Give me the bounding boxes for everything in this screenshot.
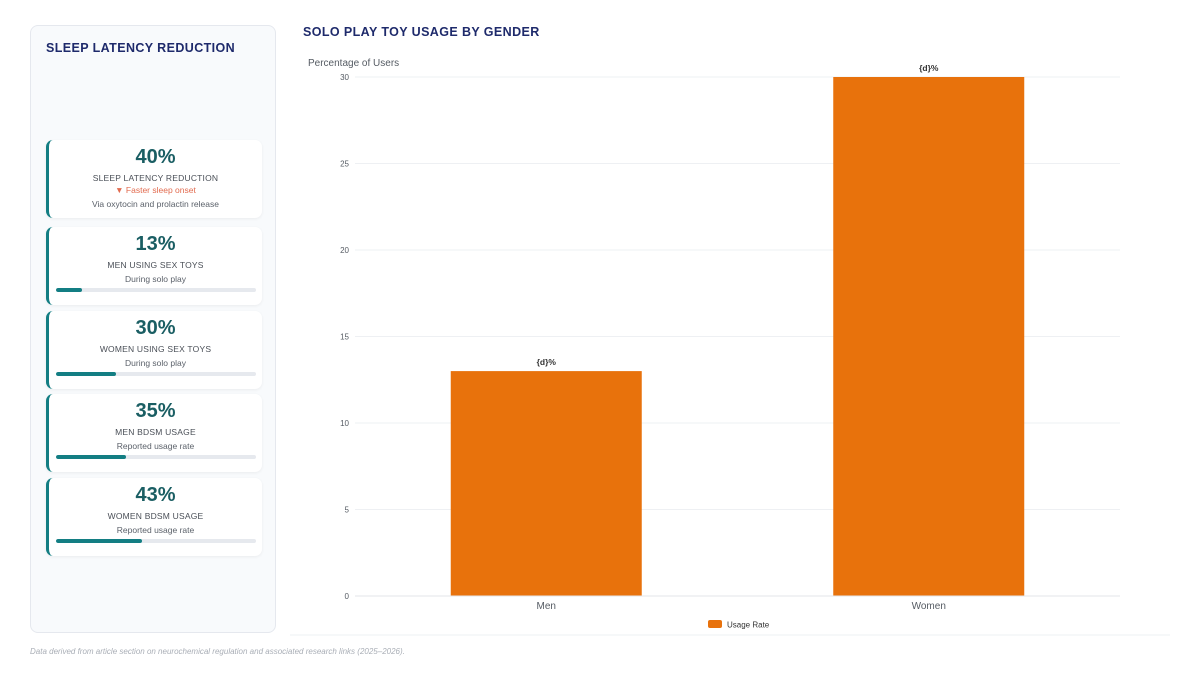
bar-women [833, 77, 1025, 596]
kpi-card-sleep-latency: 40% SLEEP LATENCY REDUCTION ▼ Faster sle… [46, 140, 262, 218]
kpi-card-men-toys: 13% MEN USING SEX TOYS During solo play [46, 227, 262, 305]
legend-label: Usage Rate [727, 621, 770, 630]
kpi-trend: ▼ Faster sleep onset [115, 185, 196, 195]
kpi-value: 40% [135, 146, 176, 168]
data-label: {d}% [919, 63, 939, 73]
kpi-value: 43% [135, 484, 176, 506]
chart-title: SOLO PLAY TOY USAGE BY GENDER [303, 25, 540, 39]
kpi-note: During solo play [125, 358, 186, 368]
legend-swatch [708, 620, 722, 628]
y-tick-label: 10 [340, 419, 349, 428]
y-tick-label: 0 [345, 592, 350, 601]
x-tick-label: Women [912, 601, 946, 612]
kpi-value: 30% [135, 317, 176, 339]
x-tick-label: Men [537, 601, 556, 612]
kpi-value: 35% [135, 400, 176, 422]
bar-chart: Percentage of Users 0 5 10 15 20 25 30 {d}% Men {d… [290, 58, 1170, 636]
sidebar: SLEEP LATENCY REDUCTION 40% SLEEP LATENC… [30, 25, 276, 633]
progress-bar [56, 539, 256, 543]
chart-area: Percentage of Users 0 5 10 15 20 25 30 {d}% Men {d… [290, 50, 1170, 640]
progress-fill [56, 372, 116, 376]
y-tick-label: 15 [340, 333, 349, 342]
kpi-note: Reported usage rate [116, 525, 195, 535]
kpi-value: 13% [135, 233, 176, 255]
y-axis-title: Percentage of Users [308, 58, 399, 69]
bar-men [450, 371, 642, 596]
kpi-label: SLEEP LATENCY REDUCTION [92, 173, 219, 183]
data-label: {d}% [537, 357, 557, 367]
kpi-label: MEN USING SEX TOYS [107, 260, 204, 270]
progress-bar [56, 288, 256, 292]
y-tick-label: 5 [345, 506, 350, 515]
progress-bar [56, 372, 256, 376]
progress-fill [56, 539, 142, 543]
kpi-label: WOMEN BDSM USAGE [107, 511, 204, 521]
y-tick-label: 30 [340, 73, 349, 82]
kpi-note: Via oxytocin and prolactin release [92, 199, 219, 209]
progress-fill [56, 288, 82, 292]
y-tick-label: 25 [340, 160, 349, 169]
kpi-label: WOMEN USING SEX TOYS [99, 344, 212, 354]
footer-note: Data derived from article section on neu… [30, 647, 405, 656]
kpi-label: MEN BDSM USAGE [115, 427, 196, 437]
kpi-card-women-bdsm: 43% WOMEN BDSM USAGE Reported usage rate [46, 478, 262, 556]
progress-fill [56, 455, 126, 459]
progress-bar [56, 455, 256, 459]
kpi-note: During solo play [125, 274, 186, 284]
kpi-note: Reported usage rate [116, 441, 195, 451]
sidebar-title: SLEEP LATENCY REDUCTION [46, 41, 236, 55]
kpi-card-men-bdsm: 35% MEN BDSM USAGE Reported usage rate [46, 394, 262, 472]
y-tick-label: 20 [340, 246, 349, 255]
kpi-card-women-toys: 30% WOMEN USING SEX TOYS During solo pla… [46, 311, 262, 389]
